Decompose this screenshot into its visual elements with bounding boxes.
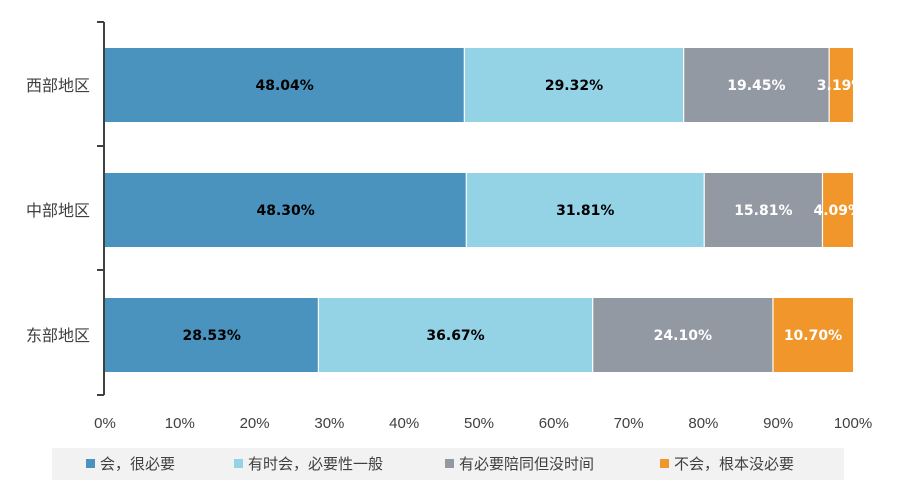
data-label: 48.30%	[256, 203, 314, 219]
bar-segment	[829, 48, 853, 122]
x-tick-label: 60%	[539, 415, 569, 432]
bar-segment	[105, 298, 319, 372]
bar-segment	[592, 298, 773, 372]
bar-segment	[704, 173, 823, 247]
bar-segment	[683, 48, 830, 122]
category-label: 中部地区	[26, 201, 90, 220]
data-label: 36.67%	[426, 328, 484, 344]
legend-label: 有必要陪同但没时间	[459, 455, 594, 473]
bar-segment	[318, 298, 593, 372]
x-tick-label: 40%	[389, 415, 419, 432]
data-label: 15.81%	[734, 203, 792, 219]
x-tick-label: 30%	[314, 415, 344, 432]
data-label: 3.19%	[817, 78, 866, 94]
legend: 会，很必要 有时会，必要性一般 有必要陪同但没时间 不会，根本没必要	[86, 455, 794, 473]
x-tick-label: 20%	[240, 415, 270, 432]
x-tick-label: 90%	[763, 415, 793, 432]
bar-segment	[822, 173, 854, 247]
category-label: 西部地区	[26, 76, 90, 95]
legend-swatch	[445, 459, 454, 468]
legend-swatch	[234, 459, 243, 468]
data-label: 24.10%	[654, 328, 712, 344]
bar-segment	[466, 173, 705, 247]
data-label: 10.70%	[784, 328, 842, 344]
data-label: 19.45%	[727, 78, 785, 94]
category-label: 东部地区	[26, 326, 90, 345]
x-tick-label: 80%	[688, 415, 718, 432]
bar-segment	[105, 173, 467, 247]
x-tick-label: 10%	[165, 415, 195, 432]
x-tick-label: 100%	[834, 415, 872, 432]
legend-label: 会，很必要	[100, 455, 175, 473]
x-tick-label: 70%	[614, 415, 644, 432]
legend-label: 有时会，必要性一般	[248, 455, 383, 473]
bar-segment	[105, 48, 465, 122]
x-tick-label: 0%	[94, 415, 116, 432]
data-label: 31.81%	[556, 203, 614, 219]
data-label: 48.04%	[256, 78, 314, 94]
data-label: 29.32%	[545, 78, 603, 94]
data-label: 4.09%	[813, 203, 862, 219]
bar-segment	[464, 48, 684, 122]
legend-label: 不会，根本没必要	[674, 455, 794, 473]
bar-segment	[772, 298, 853, 372]
legend-swatch	[660, 459, 669, 468]
x-tick-label: 50%	[464, 415, 494, 432]
data-label: 28.53%	[183, 328, 241, 344]
legend-swatch	[86, 459, 95, 468]
